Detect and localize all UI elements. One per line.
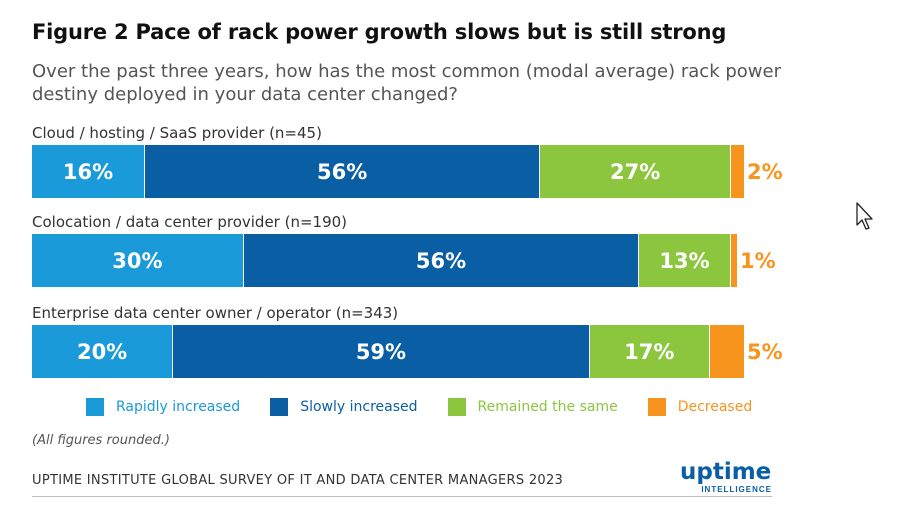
data-label: 59%	[355, 339, 407, 364]
data-label: 30%	[112, 248, 163, 273]
chart-subtitle: Over the past three years, how has the m…	[32, 61, 781, 105]
data-label: 20%	[76, 339, 128, 364]
data-label: 2%	[747, 159, 783, 184]
bar-segment-rapidly-increased: 30%	[32, 234, 244, 287]
data-label: 27%	[609, 159, 661, 184]
legend-swatch	[447, 398, 466, 416]
legend-item-slowly-increased: Slowly increased	[270, 398, 418, 416]
data-label: 17%	[624, 339, 675, 364]
bar-segment-rapidly-increased: 20%	[32, 325, 174, 378]
footer-divider	[32, 496, 772, 497]
bar-enterprise-data-center-owner-operator: 20% 59% 17% 5%	[32, 325, 792, 378]
legend-swatch	[270, 398, 289, 416]
legend-label: Slowly increased	[300, 399, 418, 415]
logo-wordmark: uptime	[680, 459, 772, 485]
data-label: 56%	[317, 159, 368, 184]
legend-label: Rapidly increased	[116, 399, 241, 415]
bar-colocation-data-center-provider: 30% 56% 13% 1%	[32, 234, 792, 287]
legend-label: Remained the same	[477, 399, 618, 415]
legend-item-decreased: Decreased	[647, 398, 753, 416]
bar-segment-remained-the-same: 27%	[540, 145, 731, 198]
legend-item-rapidly-increased: Rapidly increased	[86, 398, 240, 416]
legend-item-remained-the-same: Remained the same	[447, 398, 618, 416]
bar-segment-decreased	[730, 234, 738, 287]
bar-segment-slowly-increased: 56%	[144, 145, 541, 198]
bar-segment-slowly-increased: 56%	[243, 234, 640, 287]
legend-swatch	[647, 398, 666, 416]
bar-segment-decreased	[709, 325, 746, 378]
data-label: 13%	[659, 248, 710, 273]
bar-segment-slowly-increased: 59%	[173, 325, 590, 378]
bar-segment-remained-the-same: 17%	[589, 325, 710, 378]
data-label: 16%	[62, 159, 114, 184]
bar-segment-rapidly-increased: 16%	[32, 145, 145, 198]
source-footer: UPTIME INSTITUTE GLOBAL SURVEY OF IT AND…	[32, 473, 564, 488]
legend-swatch	[86, 398, 104, 416]
data-label: 5%	[747, 339, 783, 364]
logo-tagline: INTELLIGENCE	[701, 485, 772, 494]
arrow-pointer-icon	[855, 201, 875, 236]
chart-legend: Rapidly increased Slowly increased Remaine…	[86, 398, 782, 416]
data-label: 56%	[415, 248, 467, 273]
bar-segment-remained-the-same: 13%	[639, 234, 731, 287]
group-label: Cloud / hosting / SaaS provider (n=45)	[32, 124, 322, 142]
bar-segment-decreased	[730, 145, 746, 198]
bar-cloud-hosting-saas-provider: 16% 56% 27% 2%	[32, 145, 792, 198]
rounding-note: (All figures rounded.)	[32, 433, 170, 448]
group-label: Colocation / data center provider (n=190…	[32, 213, 348, 231]
data-label: 1%	[740, 248, 776, 273]
uptime-logo: uptime INTELLIGENCE	[680, 459, 772, 495]
chart-title: Figure 2 Pace of rack power growth slows…	[32, 20, 727, 44]
group-label: Enterprise data center owner / operator …	[32, 304, 399, 322]
legend-label: Decreased	[677, 399, 753, 415]
